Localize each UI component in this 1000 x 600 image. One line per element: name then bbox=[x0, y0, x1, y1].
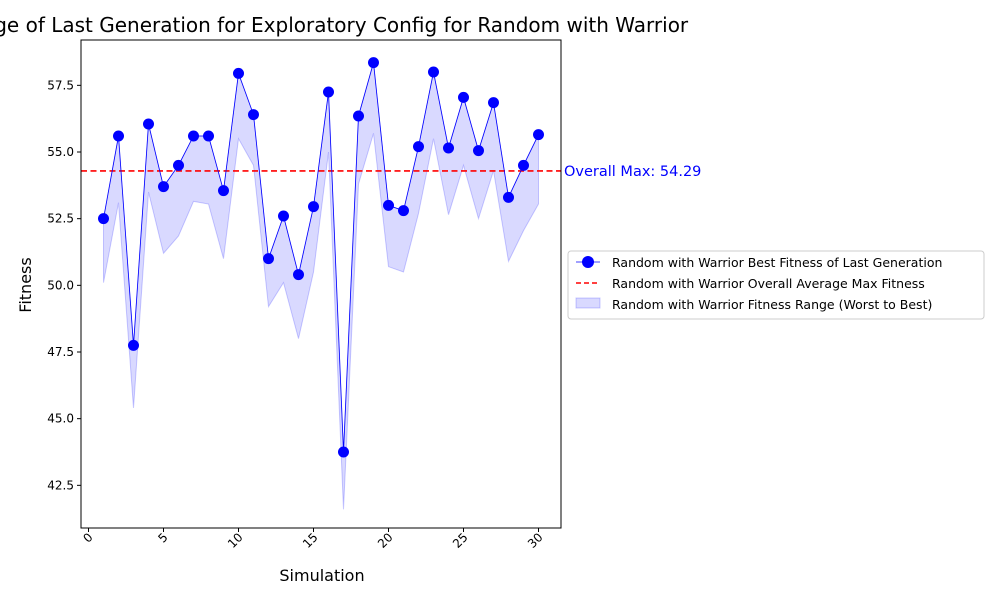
best-fitness-point bbox=[443, 142, 454, 154]
best-fitness-point bbox=[218, 185, 229, 197]
x-tick-label: 15 bbox=[300, 530, 321, 551]
best-fitness-line bbox=[103, 62, 539, 453]
y-tick-label: 57.5 bbox=[47, 78, 74, 92]
x-tick-label: 30 bbox=[525, 530, 546, 551]
best-fitness-point bbox=[113, 130, 124, 142]
axes bbox=[80, 39, 562, 529]
legend-label-best-fitness: Random with Warrior Best Fitness of Last… bbox=[612, 255, 942, 270]
best-fitness-point bbox=[323, 86, 334, 98]
fitness-range-band bbox=[103, 62, 539, 510]
best-fitness-point bbox=[413, 141, 424, 153]
best-fitness-point bbox=[203, 130, 214, 142]
x-axis-title: Simulation bbox=[279, 566, 364, 585]
y-tick-label: 47.5 bbox=[47, 345, 74, 359]
best-fitness-point bbox=[503, 191, 514, 203]
legend: Random with Warrior Best Fitness of Last… bbox=[567, 250, 985, 320]
best-fitness-point bbox=[173, 159, 184, 171]
best-fitness-point bbox=[188, 130, 199, 142]
y-ticks: 42.5 45.0 47.5 50.0 52.5 55.0 57.5 bbox=[47, 78, 81, 492]
y-tick-label: 42.5 bbox=[47, 478, 74, 492]
best-fitness-point bbox=[248, 109, 259, 121]
x-tick-label: 10 bbox=[225, 530, 246, 551]
best-fitness-line-layer bbox=[103, 62, 539, 453]
chart-title: Range of Last Generation for Exploratory… bbox=[0, 13, 689, 37]
best-fitness-point bbox=[98, 213, 109, 225]
best-fitness-point bbox=[143, 118, 154, 130]
x-tick-label: 20 bbox=[375, 530, 396, 551]
legend-label-average-max: Random with Warrior Overall Average Max … bbox=[612, 276, 925, 291]
legend-band-swatch bbox=[575, 297, 601, 309]
y-tick-label: 52.5 bbox=[47, 212, 74, 226]
legend-marker-swatch bbox=[582, 256, 594, 268]
best-fitness-point bbox=[533, 129, 544, 141]
best-fitness-point bbox=[353, 110, 364, 122]
best-fitness-point bbox=[293, 269, 304, 281]
best-fitness-point bbox=[338, 446, 349, 458]
best-fitness-point bbox=[428, 66, 439, 78]
best-fitness-point bbox=[308, 201, 319, 213]
best-fitness-point bbox=[263, 253, 274, 265]
overall-max-annotation: Overall Max: 54.29 bbox=[564, 164, 701, 180]
best-fitness-point bbox=[458, 91, 469, 103]
best-fitness-point bbox=[368, 57, 379, 69]
x-tick-label: 0 bbox=[80, 530, 95, 545]
best-fitness-point bbox=[473, 145, 484, 157]
plot-frame bbox=[80, 39, 562, 529]
best-fitness-point bbox=[518, 159, 529, 171]
best-fitness-point bbox=[278, 210, 289, 222]
fitness-range-band-layer bbox=[103, 62, 539, 510]
best-fitness-point bbox=[488, 97, 499, 109]
best-fitness-point bbox=[233, 67, 244, 79]
legend-label-fitness-range: Random with Warrior Fitness Range (Worst… bbox=[612, 297, 932, 312]
y-tick-label: 45.0 bbox=[47, 412, 74, 426]
best-fitness-point bbox=[128, 339, 139, 351]
legend-box bbox=[567, 250, 985, 320]
x-tick-label: 25 bbox=[450, 530, 471, 551]
x-ticks: 0 5 10 15 20 25 30 bbox=[80, 528, 546, 551]
best-fitness-point bbox=[383, 199, 394, 211]
best-fitness-marker-layer bbox=[98, 57, 544, 458]
best-fitness-point bbox=[398, 205, 409, 217]
best-fitness-point bbox=[158, 181, 169, 193]
y-tick-label: 50.0 bbox=[47, 278, 74, 292]
y-axis-title: Fitness bbox=[16, 257, 35, 312]
y-tick-label: 55.0 bbox=[47, 145, 74, 159]
x-tick-label: 5 bbox=[155, 530, 170, 545]
